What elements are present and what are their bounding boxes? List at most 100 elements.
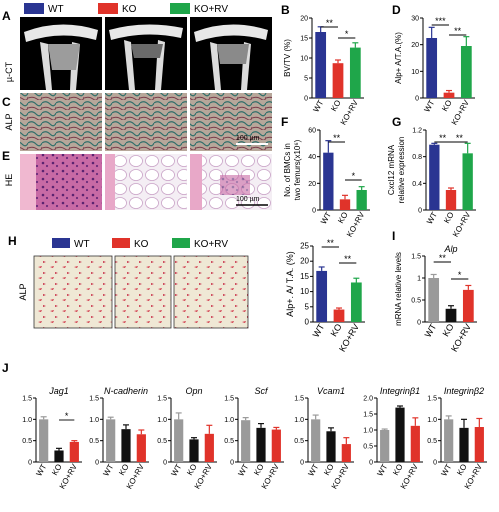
significance-label: *	[345, 29, 349, 39]
y-tick-label: 0	[415, 96, 419, 103]
category-label: KO+RV	[450, 98, 472, 127]
chart-title: Integrinβ1	[380, 386, 420, 396]
bar	[326, 431, 336, 462]
y-tick-label: 20	[308, 181, 316, 188]
category-label: KO	[329, 322, 344, 338]
y-tick-label: 0	[305, 318, 310, 327]
y-tick-label: 0	[312, 208, 316, 215]
category-label: KO	[440, 99, 454, 114]
legend-h-label-wt: WT	[74, 239, 90, 250]
bar	[460, 46, 472, 98]
y-tick-label: 0	[95, 460, 99, 467]
significance-label: **	[439, 133, 447, 143]
y-tick-label: 1.5	[157, 396, 167, 403]
legend-h: WT KO KO+RV	[52, 238, 228, 250]
y-tick-label: 0.5	[157, 438, 167, 445]
y-axis-label: BV/TV (%)	[283, 39, 292, 77]
chart-title: Vcam1	[317, 386, 345, 396]
category-label: WT	[236, 462, 250, 477]
y-tick-label: 0.5	[89, 438, 99, 445]
legend-h-label-korv: KO+RV	[194, 239, 228, 250]
category-label: WT	[375, 462, 389, 477]
y-tick-label: 0	[433, 460, 437, 467]
chart-G: 0 0.4 0.8 1.2 Cxcl12 mRNA relative expression…	[387, 128, 476, 239]
bar	[204, 433, 214, 462]
y-tick-label: 1.0	[363, 428, 373, 435]
category-label: KO	[441, 322, 456, 338]
legend-swatch-wt	[24, 3, 44, 14]
significance-label: *	[65, 411, 69, 421]
category-label: WT	[101, 462, 115, 477]
he-scalebar-label: 100 µm	[236, 196, 260, 203]
chart-F: 0 20 40 60 No. of BMCs in two femurs(x10⁶) WT K…	[283, 128, 370, 239]
y-tick-label: 0.5	[427, 438, 437, 445]
y-tick-label: 1.5	[363, 412, 373, 419]
significance-label: **	[344, 254, 352, 264]
panel-label-c: C	[2, 95, 11, 109]
bar	[429, 144, 440, 210]
bar	[241, 420, 251, 462]
y-tick-label: 0	[304, 96, 308, 103]
y-tick-label: 0	[417, 320, 421, 327]
y-axis-label: relative expression	[397, 137, 406, 204]
bar	[462, 289, 474, 322]
category-label: WT	[319, 210, 333, 225]
h-image-wt	[33, 255, 113, 329]
y-tick-label: 0.5	[224, 438, 234, 445]
legend-h-swatch-ko	[112, 238, 130, 248]
panel-label-j: J	[2, 361, 9, 375]
y-tick-label: 0.8	[412, 154, 422, 161]
bar	[350, 282, 362, 322]
legend-swatch-korv	[170, 3, 190, 14]
legend-swatch-ko	[98, 3, 118, 14]
y-tick-label: 10	[300, 287, 309, 296]
category-label: KO	[391, 463, 405, 478]
alp-image-ko	[105, 93, 187, 151]
panel-label-h: H	[8, 234, 17, 248]
significance-label: **	[454, 26, 462, 36]
alp-image-wt	[20, 93, 102, 151]
y-tick-label: 1.5	[22, 396, 32, 403]
category-label: KO	[455, 463, 469, 478]
bar	[315, 32, 327, 98]
category-label: KO	[185, 463, 199, 478]
chart-title: Integrinβ2	[444, 386, 484, 396]
bar	[54, 450, 64, 462]
bar	[106, 419, 116, 462]
y-tick-label: 5	[304, 76, 308, 83]
legend-h-swatch-korv	[172, 238, 190, 248]
y-tick-label: 1	[417, 276, 421, 283]
significance-label: **	[456, 133, 464, 143]
significance-label: ***	[435, 16, 446, 26]
y-tick-label: 1.0	[427, 417, 437, 424]
significance-label: *	[458, 270, 462, 280]
bar	[69, 441, 79, 462]
category-label: WT	[306, 462, 320, 477]
legend-top: WT KO KO+RV	[24, 3, 228, 15]
bar	[444, 419, 454, 462]
significance-label: **	[439, 253, 447, 263]
bar	[174, 419, 184, 462]
y-tick-label: 60	[308, 128, 316, 135]
y-tick-label: 1.2	[412, 128, 422, 135]
significance-label: **	[327, 238, 335, 248]
chart-title: Jag1	[48, 386, 69, 396]
panel-label-g: G	[392, 115, 401, 129]
panel-label-f: F	[281, 115, 288, 129]
y-tick-label: 1.0	[224, 417, 234, 424]
h-images	[33, 255, 249, 329]
y-tick-label: 1.5	[427, 396, 437, 403]
significance-label: **	[326, 18, 334, 28]
chart-title: N-cadherin	[104, 386, 148, 396]
he-image-ko	[105, 154, 187, 210]
bar	[332, 63, 344, 98]
uct-images	[20, 17, 272, 90]
legend-label-korv: KO+RV	[194, 4, 228, 15]
